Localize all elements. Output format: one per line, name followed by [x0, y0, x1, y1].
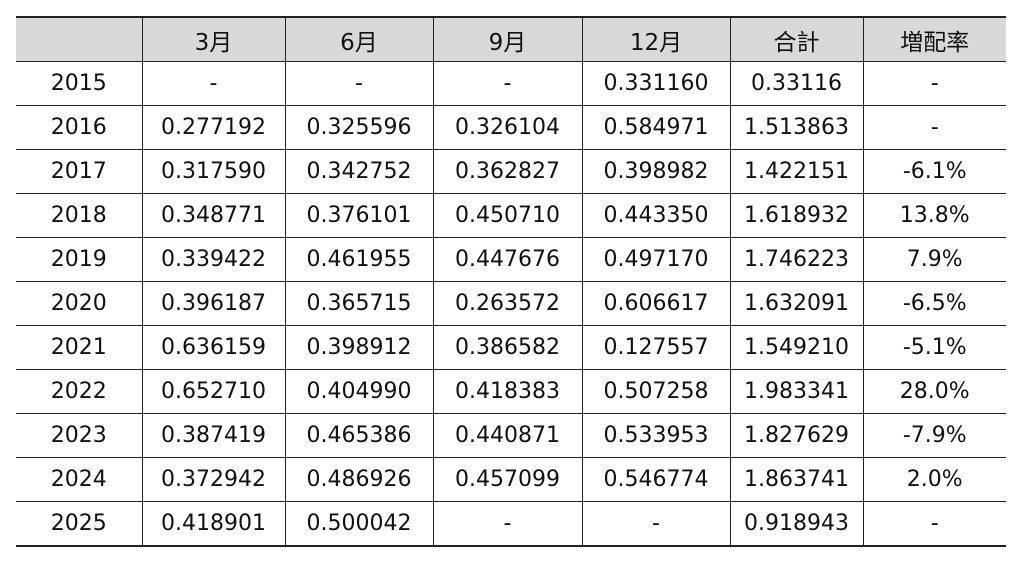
year-cell: 2016 [16, 105, 143, 150]
march-cell: 0.652710 [141, 369, 286, 414]
year-cell: 2025 [16, 501, 143, 547]
june-cell: 0.461955 [284, 237, 434, 282]
total-cell: 1.827629 [729, 413, 864, 458]
total-cell: 0.33116 [729, 61, 864, 106]
total-cell: 1.549210 [729, 325, 864, 370]
march-cell: 0.396187 [141, 281, 286, 326]
growth-rate-cell: 7.9% [862, 237, 1006, 282]
growth-rate-cell: - [862, 501, 1006, 547]
june-cell: 0.486926 [284, 457, 434, 502]
december-cell: - [581, 501, 731, 547]
year-cell: 2019 [16, 237, 143, 282]
june-cell: 0.376101 [284, 193, 434, 238]
table-row: 2020 0.396187 0.365715 0.263572 0.606617 1.63… [16, 281, 1006, 326]
september-cell: 0.418383 [432, 369, 583, 414]
table-row: 2021 0.636159 0.398912 0.386582 0.127557 1.54… [16, 325, 1006, 370]
table-row: 2025 0.418901 0.500042- -0.918943- [16, 501, 1006, 547]
year-cell: 2023 [16, 413, 143, 458]
table-row: 2023 0.387419 0.465386 0.440871 0.533953 1.82… [16, 413, 1006, 458]
december-cell: 0.546774 [581, 457, 731, 502]
year-cell: 2021 [16, 325, 143, 370]
table-body: 2015- - -0.331160 0.33116-2016 0.277192 0.325… [16, 61, 1006, 547]
september-cell: 0.263572 [432, 281, 583, 326]
table-row: 2024 0.372942 0.486926 0.457099 0.546774 1.86… [16, 457, 1006, 502]
table-row: 2022 0.652710 0.404990 0.418383 0.507258 1.98… [16, 369, 1006, 414]
december-cell: 0.507258 [581, 369, 731, 414]
september-cell: 0.450710 [432, 193, 583, 238]
header-cell-year [16, 16, 143, 62]
table-row: 2015- - -0.331160 0.33116- [16, 61, 1006, 106]
december-cell: 0.331160 [581, 61, 731, 106]
june-cell: 0.398912 [284, 325, 434, 370]
march-cell: - [141, 61, 286, 106]
dividend-table: 3月 6月 9月 12月 合計 増配率 2015- - -0.331160 0.331… [16, 16, 1006, 547]
june-cell: - [284, 61, 434, 106]
total-cell: 1.746223 [729, 237, 864, 282]
table-row: 2018 0.348771 0.376101 0.450710 0.443350 1.61… [16, 193, 1006, 238]
total-cell: 1.983341 [729, 369, 864, 414]
year-cell: 2020 [16, 281, 143, 326]
march-cell: 0.339422 [141, 237, 286, 282]
june-cell: 0.365715 [284, 281, 434, 326]
march-cell: 0.277192 [141, 105, 286, 150]
september-cell: 0.447676 [432, 237, 583, 282]
december-cell: 0.398982 [581, 149, 731, 194]
year-cell: 2022 [16, 369, 143, 414]
growth-rate-cell: 2.0% [862, 457, 1006, 502]
year-cell: 2017 [16, 149, 143, 194]
year-cell: 2018 [16, 193, 143, 238]
total-cell: 1.422151 [729, 149, 864, 194]
header-cell-total: 合計 [729, 16, 864, 62]
december-cell: 0.533953 [581, 413, 731, 458]
header-cell-growth-rate: 増配率 [862, 16, 1006, 62]
growth-rate-cell: -6.5% [862, 281, 1006, 326]
december-cell: 0.443350 [581, 193, 731, 238]
march-cell: 0.387419 [141, 413, 286, 458]
march-cell: 0.317590 [141, 149, 286, 194]
total-cell: 1.632091 [729, 281, 864, 326]
total-cell: 0.918943 [729, 501, 864, 547]
march-cell: 0.636159 [141, 325, 286, 370]
header-row: 3月 6月 9月 12月 合計 増配率 [16, 16, 1006, 62]
september-cell: - [432, 61, 583, 106]
september-cell: 0.326104 [432, 105, 583, 150]
march-cell: 0.348771 [141, 193, 286, 238]
growth-rate-cell: - [862, 105, 1006, 150]
june-cell: 0.342752 [284, 149, 434, 194]
year-cell: 2015 [16, 61, 143, 106]
march-cell: 0.418901 [141, 501, 286, 547]
growth-rate-cell: - [862, 61, 1006, 106]
header-cell-march: 3月 [141, 16, 286, 62]
growth-rate-cell: 28.0% [862, 369, 1006, 414]
table-row: 2016 0.277192 0.325596 0.326104 0.584971 1.51… [16, 105, 1006, 150]
september-cell: 0.457099 [432, 457, 583, 502]
header-cell-june: 6月 [284, 16, 434, 62]
total-cell: 1.863741 [729, 457, 864, 502]
september-cell: 0.440871 [432, 413, 583, 458]
growth-rate-cell: -5.1% [862, 325, 1006, 370]
growth-rate-cell: -7.9% [862, 413, 1006, 458]
total-cell: 1.513863 [729, 105, 864, 150]
year-cell: 2024 [16, 457, 143, 502]
september-cell: - [432, 501, 583, 547]
march-cell: 0.372942 [141, 457, 286, 502]
table-row: 2017 0.317590 0.342752 0.362827 0.398982 1.42… [16, 149, 1006, 194]
total-cell: 1.618932 [729, 193, 864, 238]
header-cell-december: 12月 [581, 16, 731, 62]
september-cell: 0.386582 [432, 325, 583, 370]
december-cell: 0.606617 [581, 281, 731, 326]
growth-rate-cell: -6.1% [862, 149, 1006, 194]
header-cell-september: 9月 [432, 16, 583, 62]
dividend-table-container: 3月 6月 9月 12月 合計 増配率 2015- - -0.331160 0.331… [16, 16, 1006, 547]
september-cell: 0.362827 [432, 149, 583, 194]
table-row: 2019 0.339422 0.461955 0.447676 0.497170 1.74… [16, 237, 1006, 282]
growth-rate-cell: 13.8% [862, 193, 1006, 238]
december-cell: 0.497170 [581, 237, 731, 282]
june-cell: 0.500042 [284, 501, 434, 547]
december-cell: 0.127557 [581, 325, 731, 370]
june-cell: 0.404990 [284, 369, 434, 414]
june-cell: 0.465386 [284, 413, 434, 458]
december-cell: 0.584971 [581, 105, 731, 150]
june-cell: 0.325596 [284, 105, 434, 150]
